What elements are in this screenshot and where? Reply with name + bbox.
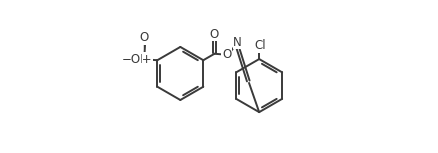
Text: Cl: Cl <box>254 39 266 52</box>
Text: O: O <box>222 48 231 61</box>
Text: N: N <box>233 36 242 49</box>
Text: N+: N+ <box>134 53 152 66</box>
Text: O: O <box>139 31 148 44</box>
Text: O: O <box>210 28 219 41</box>
Text: −O: −O <box>122 53 141 66</box>
